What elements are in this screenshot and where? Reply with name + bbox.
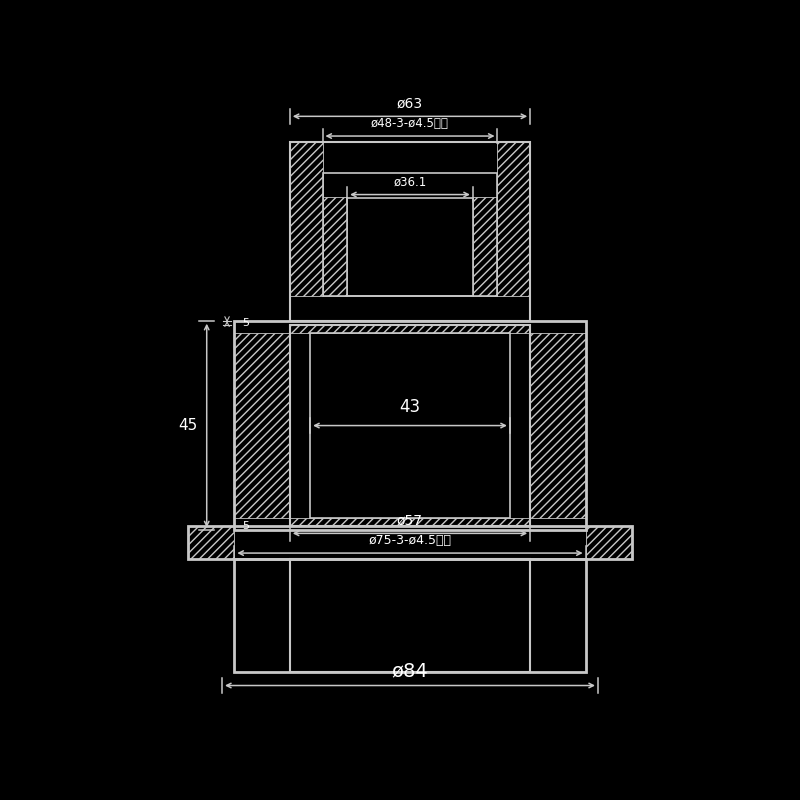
Bar bbox=[322, 173, 498, 296]
Bar bbox=[498, 142, 530, 296]
Bar bbox=[234, 321, 586, 530]
Text: ø57: ø57 bbox=[397, 514, 423, 527]
Bar bbox=[310, 333, 510, 518]
Text: 5: 5 bbox=[242, 521, 249, 531]
Text: ø75-3-ø4.5均布: ø75-3-ø4.5均布 bbox=[369, 534, 451, 547]
Bar bbox=[347, 198, 473, 296]
Bar bbox=[188, 526, 632, 559]
Text: ø84: ø84 bbox=[392, 662, 428, 681]
Bar bbox=[322, 197, 347, 296]
Bar bbox=[290, 518, 530, 526]
Bar bbox=[290, 559, 530, 672]
Text: 45: 45 bbox=[178, 418, 198, 433]
Bar bbox=[234, 559, 586, 672]
Text: 5: 5 bbox=[242, 318, 249, 328]
Text: ø36.1: ø36.1 bbox=[394, 176, 426, 189]
Bar bbox=[188, 526, 234, 559]
Text: 43: 43 bbox=[399, 398, 421, 416]
Bar bbox=[290, 325, 530, 526]
Bar bbox=[290, 325, 530, 333]
Text: ø48-3-ø4.5均布: ø48-3-ø4.5均布 bbox=[371, 117, 449, 130]
Bar bbox=[290, 142, 530, 321]
Text: ø63: ø63 bbox=[397, 96, 423, 110]
Bar bbox=[290, 142, 322, 296]
Bar bbox=[473, 197, 498, 296]
Bar bbox=[586, 526, 632, 559]
Bar bbox=[234, 333, 290, 518]
Bar bbox=[530, 333, 586, 518]
